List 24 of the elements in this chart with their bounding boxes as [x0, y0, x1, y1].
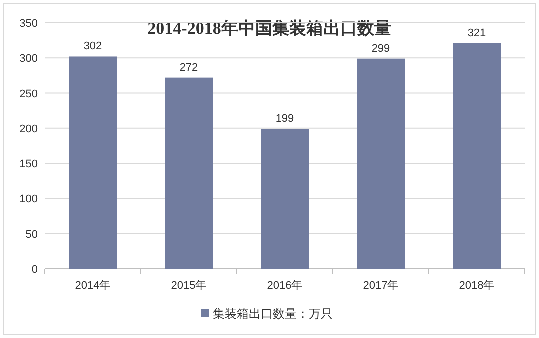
y-tick-label: 350	[20, 18, 38, 30]
y-tick-label: 100	[20, 194, 38, 206]
legend-label: 集装箱出口数量：万只	[213, 307, 333, 321]
data-label: 321	[468, 27, 486, 40]
y-tick-label: 150	[20, 158, 38, 171]
y-tick-label: 0	[32, 264, 38, 276]
x-tick-label: 2014年	[75, 280, 111, 292]
bar	[261, 129, 309, 269]
data-label: 299	[372, 42, 390, 55]
bar	[69, 56, 117, 269]
bar	[165, 78, 213, 269]
x-tick-label: 2015年	[171, 280, 207, 292]
x-tick-label: 2017年	[363, 280, 399, 292]
y-tick-label: 200	[20, 123, 38, 136]
data-label: 302	[84, 40, 102, 53]
x-tick-label: 2016年	[267, 280, 303, 292]
y-tick-label: 250	[20, 88, 38, 100]
y-tick-label: 300	[20, 53, 38, 66]
data-label: 199	[276, 113, 294, 126]
bar	[357, 58, 405, 269]
bar	[453, 43, 501, 269]
x-tick-label: 2018年	[459, 280, 495, 292]
data-label: 272	[180, 62, 198, 74]
y-tick-label: 50	[26, 228, 38, 241]
